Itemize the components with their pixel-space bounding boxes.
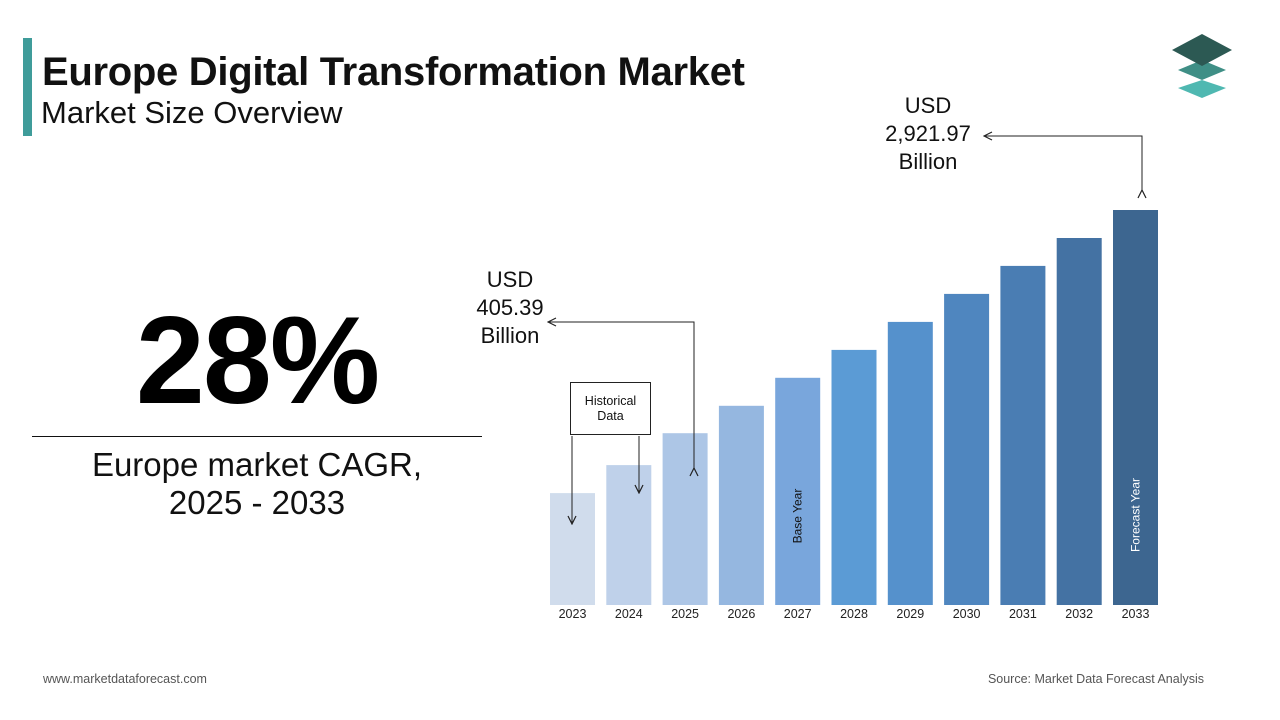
x-tick-label-2024: 2024 — [615, 607, 643, 621]
footer-source: Source: Market Data Forecast Analysis — [987, 672, 1204, 686]
stacked-layers-icon — [1172, 34, 1232, 98]
callout-2033: USD 2,921.97 Billion — [870, 92, 986, 176]
callout-2025: USD 405.39 Billion — [462, 266, 558, 350]
bar-annotation-2027: Base Year — [791, 489, 805, 544]
bar-2027 — [775, 377, 821, 605]
cagr-label: Europe market CAGR, 2025 - 2033 — [32, 446, 482, 522]
x-tick-label-2023: 2023 — [559, 607, 587, 621]
callout-2025-line2: 405.39 — [476, 295, 544, 320]
bar-2032 — [1056, 238, 1102, 605]
cagr-divider — [32, 436, 482, 437]
x-tick-label-2031: 2031 — [1009, 607, 1037, 621]
callout-2033-line1: USD — [904, 93, 952, 118]
historical-line1: Historical — [584, 394, 637, 408]
callout-2025-arrow — [548, 322, 694, 468]
callout-2025-line1: USD — [486, 267, 534, 292]
x-tick-label-2026: 2026 — [727, 607, 755, 621]
historical-data-box: Historical Data — [570, 382, 651, 435]
x-tick-label-2029: 2029 — [896, 607, 924, 621]
x-tick-label-2033: 2033 — [1122, 607, 1150, 621]
bar-2030 — [944, 293, 990, 605]
bar-2024 — [606, 465, 652, 605]
x-tick-label-2025: 2025 — [671, 607, 699, 621]
cagr-label-line1: Europe market CAGR, — [91, 446, 423, 483]
page-subtitle: Market Size Overview — [41, 95, 343, 130]
bar-annotation-2033: Forecast Year — [1129, 478, 1143, 552]
callout-2033-line3: Billion — [898, 149, 958, 174]
cagr-value: 28% — [135, 292, 380, 430]
cagr-label-line2: 2025 - 2033 — [168, 484, 346, 521]
historical-line2: Data — [597, 409, 624, 423]
callout-2033-line2: 2,921.97 — [885, 121, 971, 146]
x-tick-label-2030: 2030 — [953, 607, 981, 621]
x-tick-label-2028: 2028 — [840, 607, 868, 621]
page-title: Europe Digital Transformation Market — [42, 50, 745, 94]
callout-2025-line3: Billion — [480, 323, 540, 348]
bar-2029 — [887, 321, 933, 605]
bar-2028 — [831, 349, 877, 605]
title-accent-bar — [23, 38, 32, 136]
footer-website-link[interactable]: www.marketdataforecast.com — [43, 672, 207, 686]
callout-2033-arrow — [984, 136, 1142, 190]
bar-2026 — [718, 405, 764, 605]
bar-2031 — [1000, 265, 1046, 605]
bar-2025 — [662, 433, 708, 605]
x-tick-label-2032: 2032 — [1065, 607, 1093, 621]
bar-2033 — [1113, 210, 1158, 605]
x-tick-label-2027: 2027 — [784, 607, 812, 621]
